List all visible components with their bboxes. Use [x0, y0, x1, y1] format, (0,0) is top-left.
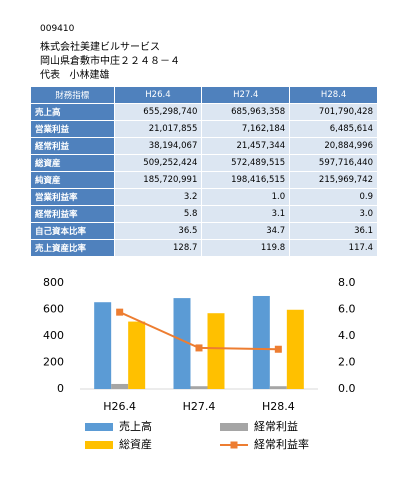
cell: 117.4 — [289, 239, 378, 257]
line-marker — [274, 345, 282, 353]
x-tick-label: H28.4 — [262, 400, 295, 413]
row-label: 総資産 — [30, 154, 115, 172]
cell: 509,252,424 — [113, 154, 203, 172]
table-row: 営業利益率 3.2 1.0 0.9 — [30, 188, 378, 206]
rep-title: 代表 — [40, 70, 60, 81]
legend-swatch — [85, 441, 113, 449]
rep-name: 小林建雄 — [69, 70, 110, 81]
cell: 7,162,184 — [201, 120, 291, 138]
y2-tick-label: 6.0 — [338, 303, 356, 316]
cell: 572,489,515 — [201, 154, 291, 172]
legend-swatch — [85, 423, 113, 431]
bar — [94, 302, 112, 389]
cell: 38,194,067 — [113, 137, 203, 155]
column-header: H26.4 — [113, 86, 203, 104]
y-tick-label: 400 — [43, 329, 64, 342]
legend-label: 総資産 — [119, 437, 152, 451]
cell: 597,716,440 — [289, 154, 378, 172]
cell: 3.2 — [113, 188, 203, 206]
table-row: 売上資産比率 128.7 119.8 117.4 — [30, 239, 378, 257]
cell: 119.8 — [201, 239, 291, 257]
bar — [252, 295, 270, 389]
line-marker — [116, 308, 124, 316]
cell: 21,457,344 — [201, 137, 291, 155]
legend-label: 売上高 — [119, 419, 152, 433]
row-label: 純資産 — [30, 171, 115, 189]
y2-tick-label: 8.0 — [338, 276, 356, 289]
bar — [128, 321, 146, 389]
legend-label: 経常利益率 — [254, 437, 309, 451]
cell: 36.1 — [289, 222, 378, 240]
table-row: 売上高 655,298,740 685,963,358 701,790,428 — [30, 103, 378, 121]
code: 009410 — [40, 24, 75, 34]
cell: 6,485,614 — [289, 120, 378, 138]
table-row: 経常利益 38,194,067 21,457,344 20,884,996 — [30, 137, 378, 155]
cell: 3.0 — [289, 205, 378, 223]
cell: 21,017,855 — [113, 120, 203, 138]
bar — [173, 298, 191, 389]
row-label: 経常利益率 — [30, 205, 115, 223]
address: 岡山県倉敷市中庄２２４８－４ — [40, 56, 180, 67]
y-tick-label: 800 — [43, 276, 64, 289]
legend-marker — [230, 441, 238, 449]
row-label: 自己資本比率 — [30, 222, 115, 240]
cell: 655,298,740 — [113, 103, 203, 121]
y2-tick-label: 0.0 — [338, 382, 356, 395]
y-tick-label: 0 — [57, 382, 64, 395]
row-label: 営業利益 — [30, 120, 115, 138]
y2-tick-label: 2.0 — [338, 356, 356, 369]
y-tick-label: 600 — [43, 303, 64, 316]
bar — [269, 386, 287, 389]
legend-label: 経常利益 — [254, 419, 298, 433]
table-row: 純資産 185,720,991 198,416,515 215,969,742 — [30, 171, 378, 189]
column-header: H28.4 — [289, 86, 378, 104]
cell: 685,963,358 — [201, 103, 291, 121]
table-row: 自己資本比率 36.5 34.7 36.1 — [30, 222, 378, 240]
table-row: 総資産 509,252,424 572,489,515 597,716,440 — [30, 154, 378, 172]
chart: 0 200 400 600 800 0.0 2.0 4.0 6.0 8.0 H26.4 H27.4 H2… — [43, 276, 356, 451]
cell: 5.8 — [113, 205, 203, 223]
y2-tick-label: 4.0 — [338, 329, 356, 342]
bar — [207, 313, 225, 389]
table-row: 営業利益 21,017,855 7,162,184 6,485,614 — [30, 120, 378, 138]
cell: 1.0 — [201, 188, 291, 206]
bar — [286, 309, 304, 389]
row-label: 経常利益 — [30, 137, 115, 155]
line-marker — [195, 344, 203, 352]
header-row: 財務指標 H26.4 H27.4 H28.4 — [30, 86, 378, 104]
x-tick-label: H27.4 — [183, 400, 216, 413]
row-label: 売上高 — [30, 103, 115, 121]
x-tick-label: H26.4 — [103, 400, 136, 413]
cell: 198,416,515 — [201, 171, 291, 189]
cell: 34.7 — [201, 222, 291, 240]
row-label: 営業利益率 — [30, 188, 115, 206]
representative: 代表 小林建雄 — [40, 66, 110, 81]
cell: 36.5 — [113, 222, 203, 240]
row-label: 売上資産比率 — [30, 239, 115, 257]
column-header: 財務指標 — [30, 86, 115, 104]
cell: 128.7 — [113, 239, 203, 257]
cell: 701,790,428 — [289, 103, 378, 121]
company: 株式会社美建ビルサービス — [40, 42, 160, 53]
cell: 215,969,742 — [289, 171, 378, 189]
cell: 3.1 — [201, 205, 291, 223]
table-row: 経常利益率 5.8 3.1 3.0 — [30, 205, 378, 223]
cell: 0.9 — [289, 188, 378, 206]
finance-table: 財務指標 H26.4 H27.4 H28.4 売上高 655,298,740 685,963… — [30, 86, 378, 257]
bar — [111, 383, 129, 389]
cell: 20,884,996 — [289, 137, 378, 155]
y-tick-label: 200 — [43, 356, 64, 369]
cell: 185,720,991 — [113, 171, 203, 189]
legend-swatch — [220, 423, 248, 431]
bar — [190, 386, 208, 389]
column-header: H27.4 — [201, 86, 291, 104]
